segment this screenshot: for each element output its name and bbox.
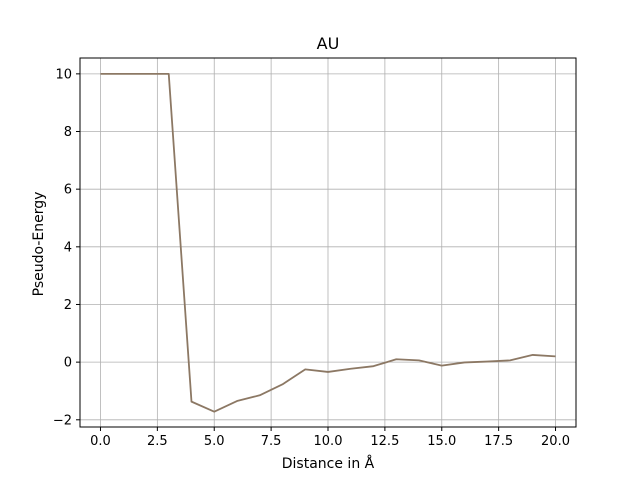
grid <box>80 58 576 427</box>
x-tick-label: 0.0 <box>90 434 111 449</box>
x-tick-label: 20.0 <box>541 434 570 449</box>
y-axis-label: Pseudo-Energy <box>31 192 47 297</box>
series-layer <box>100 72 556 413</box>
x-tick-label: 12.5 <box>370 434 399 449</box>
x-tick-label: 10.0 <box>314 434 343 449</box>
y-tick-label: 0 <box>64 356 72 371</box>
y-tick-label: 10 <box>55 67 72 82</box>
x-tick-label: 7.5 <box>261 434 282 449</box>
y-tick-label: 8 <box>64 125 72 140</box>
series-line <box>100 72 556 413</box>
y-tick-label: −2 <box>53 413 72 428</box>
y-tick-label: 6 <box>64 183 72 198</box>
x-tick-label: 17.5 <box>484 434 513 449</box>
x-tick-label: 2.5 <box>147 434 168 449</box>
x-tick-label: 5.0 <box>204 434 225 449</box>
y-tick-label: 4 <box>64 240 72 255</box>
y-axis: −2 0 2 4 6 8 10 <box>53 67 80 428</box>
x-tick-label: 15.0 <box>427 434 456 449</box>
x-axis-label: Distance in Å <box>282 455 375 472</box>
chart-title: AU <box>317 34 340 53</box>
x-axis: 0.0 2.5 5.0 7.5 10.0 12.5 15.0 17.5 20.0 <box>90 427 570 449</box>
y-tick-label: 2 <box>64 298 72 313</box>
